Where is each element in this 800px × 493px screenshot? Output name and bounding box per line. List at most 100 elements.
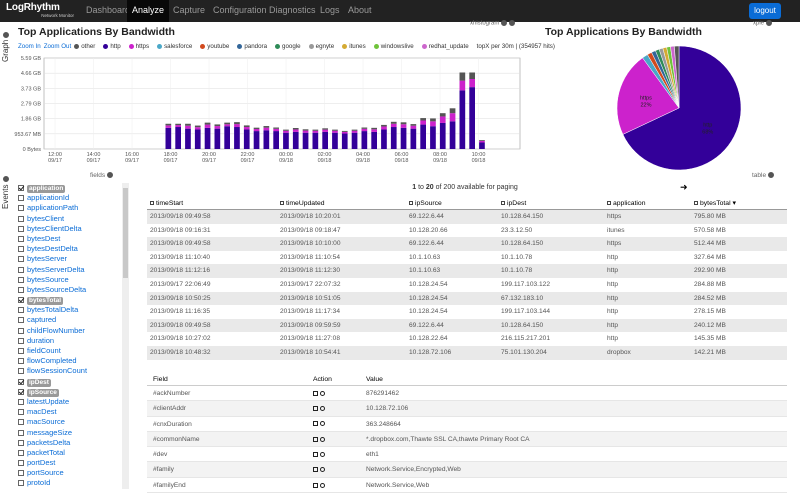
- field-item-bytesSourceDelta[interactable]: bytesSourceDelta: [18, 285, 121, 295]
- exclude-icon[interactable]: [320, 391, 325, 396]
- logrhythm-logo[interactable]: LogRhythm Network Monitor: [6, 2, 74, 20]
- field-checkbox[interactable]: [18, 205, 24, 211]
- field-item-fieldCount[interactable]: fieldCount: [18, 346, 121, 356]
- next-page-arrow-icon[interactable]: ➜: [680, 182, 688, 193]
- exclude-icon[interactable]: [320, 421, 325, 426]
- column-header-bytesTotal[interactable]: bytesTotal ▾: [694, 198, 784, 210]
- legend-item[interactable]: pandora: [237, 43, 271, 50]
- column-header-ipDest[interactable]: ipDest: [501, 198, 603, 210]
- gear-icon[interactable]: [3, 176, 9, 182]
- field-checkbox[interactable]: [18, 419, 24, 425]
- column-header-application[interactable]: application: [607, 198, 689, 210]
- nav-configuration[interactable]: Configuration: [210, 0, 270, 22]
- field-item-portSource[interactable]: portSource: [18, 468, 121, 478]
- legend-item[interactable]: salesforce: [157, 43, 196, 50]
- field-checkbox[interactable]: [18, 368, 24, 374]
- field-item-childFlowNumber[interactable]: childFlowNumber: [18, 326, 121, 336]
- zoom-out-link[interactable]: Zoom Out: [44, 43, 72, 50]
- field-item-macSource[interactable]: macSource: [18, 417, 121, 427]
- nav-about[interactable]: About: [345, 0, 375, 22]
- nav-diagnostics[interactable]: Diagnostics: [266, 0, 319, 22]
- field-checkbox[interactable]: [18, 379, 24, 385]
- chart-view-selector[interactable]: xhistogram: [470, 20, 515, 27]
- field-checkbox[interactable]: [18, 256, 24, 262]
- legend-item[interactable]: other: [74, 43, 99, 50]
- field-checkbox[interactable]: [18, 480, 24, 486]
- column-header-timeUpdated[interactable]: timeUpdated: [280, 198, 404, 210]
- exclude-icon[interactable]: [320, 452, 325, 457]
- field-item-bytesServerDelta[interactable]: bytesServerDelta: [18, 265, 121, 275]
- field-checkbox[interactable]: [18, 450, 24, 456]
- field-item-applicationId[interactable]: applicationId: [18, 193, 121, 203]
- field-item-bytesTotal[interactable]: bytesTotal: [18, 295, 121, 305]
- field-item-bytesClientDelta[interactable]: bytesClientDelta: [18, 224, 121, 234]
- sort-icon[interactable]: [694, 201, 698, 205]
- gear-icon[interactable]: [766, 20, 772, 26]
- field-checkbox[interactable]: [18, 338, 24, 344]
- field-item-captured[interactable]: captured: [18, 315, 121, 325]
- legend-item[interactable]: youtube: [200, 43, 233, 50]
- exclude-icon[interactable]: [320, 483, 325, 488]
- column-header-ipSource[interactable]: ipSource: [409, 198, 499, 210]
- fields-scrollbar-thumb[interactable]: [123, 188, 128, 278]
- legend-item[interactable]: https: [129, 43, 153, 50]
- field-checkbox[interactable]: [18, 389, 24, 395]
- gear-icon[interactable]: [3, 32, 9, 38]
- nav-capture[interactable]: Capture: [170, 0, 208, 22]
- field-checkbox[interactable]: [18, 277, 24, 283]
- search-icon[interactable]: [313, 452, 318, 457]
- field-item-ipDest[interactable]: ipDest: [18, 377, 121, 387]
- gear-icon[interactable]: [768, 172, 774, 178]
- field-item-bytesClient[interactable]: bytesClient: [18, 214, 121, 224]
- field-item-bytesSource[interactable]: bytesSource: [18, 275, 121, 285]
- field-checkbox[interactable]: [18, 460, 24, 466]
- field-item-flowCompleted[interactable]: flowCompleted: [18, 356, 121, 366]
- field-checkbox[interactable]: [18, 307, 24, 313]
- sort-icon[interactable]: [409, 201, 413, 205]
- field-checkbox[interactable]: [18, 297, 24, 303]
- field-item-duration[interactable]: duration: [18, 336, 121, 346]
- legend-item[interactable]: windowslive: [374, 43, 418, 50]
- field-item-packetsDelta[interactable]: packetsDelta: [18, 438, 121, 448]
- field-item-bytesServer[interactable]: bytesServer: [18, 254, 121, 264]
- field-checkbox[interactable]: [18, 195, 24, 201]
- field-item-bytesDestDelta[interactable]: bytesDestDelta: [18, 244, 121, 254]
- logout-button[interactable]: logout: [749, 3, 781, 19]
- sort-icon[interactable]: [280, 201, 284, 205]
- sort-icon[interactable]: [501, 201, 505, 205]
- legend-item[interactable]: redhat_update: [422, 43, 473, 50]
- pie-view-selector[interactable]: xpie: [753, 20, 772, 27]
- field-checkbox[interactable]: [18, 328, 24, 334]
- nav-analyze[interactable]: Analyze: [127, 0, 169, 22]
- field-checkbox[interactable]: [18, 267, 24, 273]
- search-icon[interactable]: [313, 483, 318, 488]
- gear-icon[interactable]: [107, 172, 113, 178]
- close-icon[interactable]: [509, 20, 515, 26]
- exclude-icon[interactable]: [320, 437, 325, 442]
- events-side-tab[interactable]: Events: [1, 176, 10, 209]
- field-checkbox[interactable]: [18, 246, 24, 252]
- field-item-bytesDest[interactable]: bytesDest: [18, 234, 121, 244]
- field-checkbox[interactable]: [18, 216, 24, 222]
- exclude-icon[interactable]: [320, 467, 325, 472]
- field-checkbox[interactable]: [18, 226, 24, 232]
- gear-icon[interactable]: [501, 20, 507, 26]
- search-icon[interactable]: [313, 437, 318, 442]
- sort-icon[interactable]: [150, 201, 154, 205]
- nav-logs[interactable]: Logs: [317, 0, 343, 22]
- field-checkbox[interactable]: [18, 440, 24, 446]
- field-checkbox[interactable]: [18, 430, 24, 436]
- field-checkbox[interactable]: [18, 399, 24, 405]
- field-item-bytesTotalDelta[interactable]: bytesTotalDelta: [18, 305, 121, 315]
- field-checkbox[interactable]: [18, 409, 24, 415]
- field-checkbox[interactable]: [18, 358, 24, 364]
